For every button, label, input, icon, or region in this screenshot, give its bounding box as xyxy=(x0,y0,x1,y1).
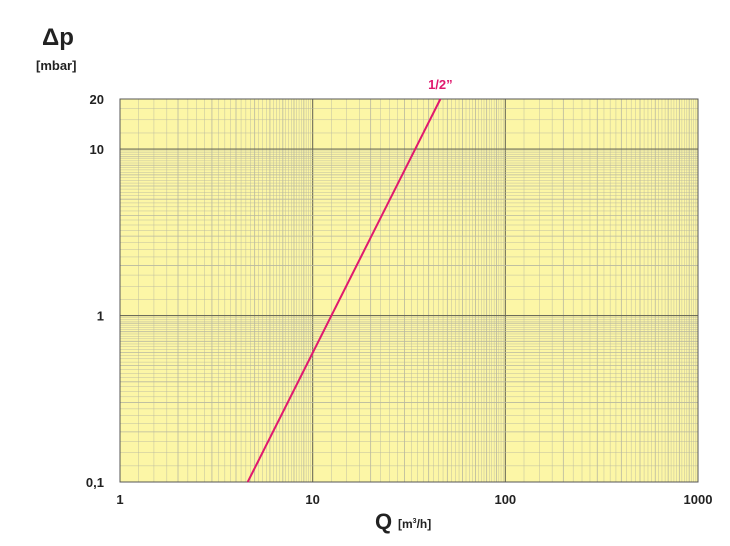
y-tick-label: 10 xyxy=(90,142,104,157)
plot-frame xyxy=(119,98,699,483)
y-tick-label: 20 xyxy=(90,92,104,107)
x-unit-prefix: [m xyxy=(398,517,413,531)
x-axis-unit: [m3/h] xyxy=(398,517,431,531)
x-axis-title: Q xyxy=(375,509,393,534)
series-layer: 1/2” xyxy=(246,77,453,483)
x-unit-exponent: 3 xyxy=(412,518,417,525)
x-unit-suffix: /h] xyxy=(416,517,432,531)
x-tick-label: 1000 xyxy=(684,492,713,507)
y-tick-label: 0,1 xyxy=(86,475,104,490)
series-line xyxy=(246,98,442,483)
series-label: 1/2” xyxy=(428,77,453,92)
y-axis-title: Δp xyxy=(42,24,74,51)
tick-labels: 1 10 100 1000 0,1 1 10 20 xyxy=(86,92,713,507)
y-tick-label: 1 xyxy=(97,309,104,324)
x-tick-label: 10 xyxy=(305,492,319,507)
x-tick-label: 100 xyxy=(494,492,516,507)
grid xyxy=(120,99,698,482)
x-tick-label: 1 xyxy=(116,492,123,507)
y-axis-unit: [mbar] xyxy=(36,58,77,73)
